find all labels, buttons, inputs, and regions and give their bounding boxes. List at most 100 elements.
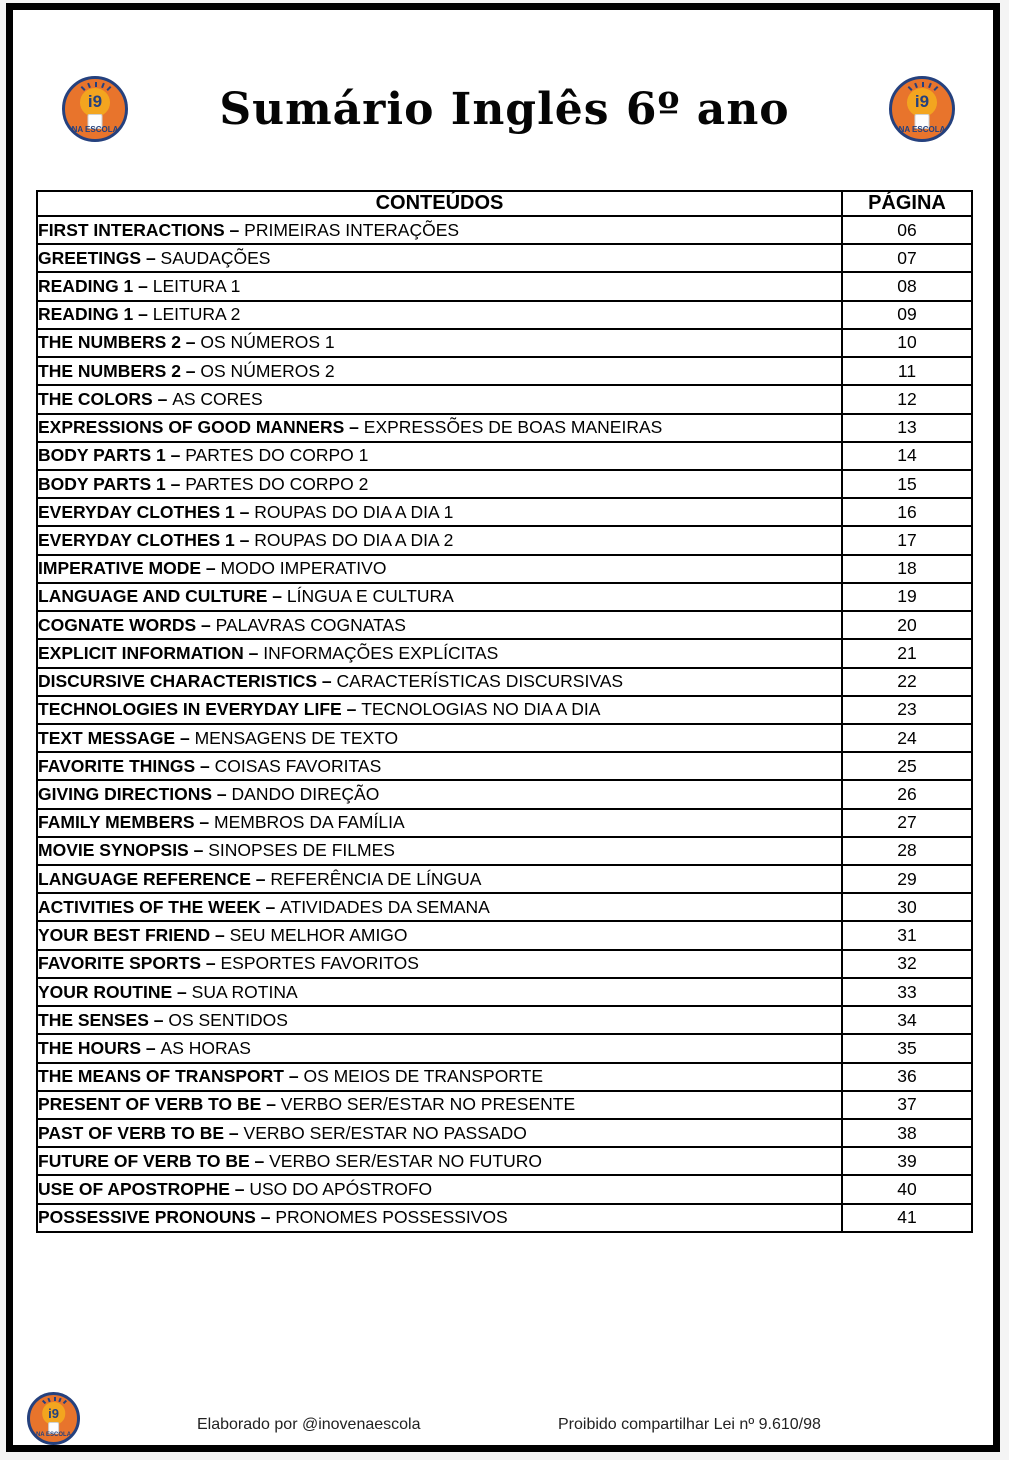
topic-separator: –	[212, 783, 232, 804]
page-number-cell: 31	[841, 920, 973, 951]
topic-separator: –	[172, 981, 192, 1002]
logo-sublabel: NA ESCOLA	[898, 124, 946, 134]
table-row: FAVORITE THINGS – COISAS FAVORITAS 25	[36, 751, 973, 782]
content-cell: FUTURE OF VERB TO BE – VERBO SER/ESTAR N…	[36, 1146, 843, 1177]
content-cell: MOVIE SYNOPSIS – SINOPSES DE FILMES	[36, 835, 843, 867]
page-number-cell: 38	[841, 1117, 973, 1149]
topic-english: FAMILY MEMBERS	[38, 812, 195, 833]
content-cell: THE COLORS – AS CORES	[36, 384, 843, 415]
topic-portuguese: MEMBROS DA FAMÍLIA	[214, 812, 405, 833]
page-number-cell: 13	[841, 412, 973, 443]
topic-portuguese: AS HORAS	[160, 1037, 251, 1058]
topic-separator: –	[194, 812, 215, 833]
topic-english: IMPERATIVE MODE	[38, 558, 202, 579]
page-number-cell: 41	[841, 1202, 973, 1234]
topic-portuguese: OS NÚMEROS 2	[200, 360, 335, 381]
page-number-cell: 19	[841, 581, 973, 613]
page-number-cell: 11	[841, 356, 973, 387]
page-number-cell: 16	[841, 497, 973, 528]
page-number-cell: 28	[841, 835, 973, 867]
table-row: FAVORITE SPORTS – ESPORTES FAVORITOS 32	[36, 948, 973, 979]
content-cell: ACTIVITIES OF THE WEEK – ATIVIDADES DA S…	[36, 892, 843, 923]
content-cell: FAVORITE SPORTS – ESPORTES FAVORITOS	[36, 948, 843, 979]
logo-ray-icon	[933, 85, 939, 91]
topic-english: PAST OF VERB TO BE	[38, 1122, 225, 1143]
content-cell: POSSESSIVE PRONOUNS – PRONOMES POSSESSIV…	[36, 1202, 843, 1234]
content-cell: FAVORITE THINGS – COISAS FAVORITAS	[36, 751, 843, 782]
table-row: BODY PARTS 1 – PARTES DO CORPO 2 15	[36, 468, 973, 500]
topic-portuguese: COISAS FAVORITAS	[214, 755, 382, 776]
topic-english: EXPLICIT INFORMATION	[38, 642, 244, 663]
page-number-cell: 08	[841, 271, 973, 302]
page-number-cell: 37	[841, 1089, 973, 1121]
topic-portuguese: OS NÚMEROS 1	[200, 332, 335, 353]
content-cell: YOUR ROUTINE – SUA ROTINA	[36, 976, 843, 1008]
content-cell: BODY PARTS 1 – PARTES DO CORPO 2	[36, 468, 843, 500]
content-cell: THE NUMBERS 2 – OS NÚMEROS 2	[36, 356, 843, 387]
topic-portuguese: AS CORES	[172, 388, 263, 409]
content-cell: IMPERATIVE MODE – MODO IMPERATIVO	[36, 553, 843, 584]
page-number-cell: 21	[841, 638, 973, 669]
topic-separator: –	[344, 417, 364, 438]
table-row: USE OF APOSTROPHE – USO DO APÓSTROFO 40	[36, 1174, 973, 1205]
content-cell: YOUR BEST FRIEND – SEU MELHOR AMIGO	[36, 920, 843, 951]
topic-portuguese: VERBO SER/ESTAR NO PASSADO	[243, 1122, 527, 1143]
topic-portuguese: REFERÊNCIA DE LÍNGUA	[270, 868, 482, 889]
topic-portuguese: CARACTERÍSTICAS DISCURSIVAS	[336, 671, 624, 692]
lightbulb-icon: i9	[41, 1402, 66, 1425]
column-header-contents: CONTEÚDOS	[36, 190, 843, 217]
table-row: POSSESSIVE PRONOUNS – PRONOMES POSSESSIV…	[36, 1202, 973, 1234]
page-number-cell: 39	[841, 1146, 973, 1177]
table-row: EVERYDAY CLOTHES 1 – ROUPAS DO DIA A DIA…	[36, 497, 973, 528]
topic-english: BODY PARTS 1	[38, 445, 166, 466]
topic-separator: –	[175, 727, 195, 748]
table-row: PRESENT OF VERB TO BE – VERBO SER/ESTAR …	[36, 1089, 973, 1121]
topic-separator: –	[317, 671, 337, 692]
topic-portuguese: ATIVIDADES DA SEMANA	[280, 896, 490, 917]
page-number-cell: 36	[841, 1061, 973, 1092]
table-row: FUTURE OF VERB TO BE – VERBO SER/ESTAR N…	[36, 1146, 973, 1177]
topic-english: THE NUMBERS 2	[38, 360, 181, 381]
table-row: MOVIE SYNOPSIS – SINOPSES DE FILMES 28	[36, 835, 973, 867]
lightbulb-icon: i9	[907, 88, 937, 117]
topic-english: MOVIE SYNOPSIS	[38, 840, 189, 861]
topic-english: LANGUAGE AND CULTURE	[38, 586, 268, 607]
topic-portuguese: EXPRESSÕES DE BOAS MANEIRAS	[363, 417, 663, 438]
topic-english: THE NUMBERS 2	[38, 332, 181, 353]
page-number-cell: 17	[841, 525, 973, 556]
school-logo-top-left: i9 NA ESCOLA	[62, 76, 128, 142]
topic-separator: –	[188, 840, 209, 861]
topic-separator: –	[224, 1122, 244, 1143]
topic-separator: –	[229, 1179, 250, 1200]
topic-separator: –	[224, 219, 245, 240]
page-number-cell: 23	[841, 694, 973, 725]
topic-english: LANGUAGE REFERENCE	[38, 868, 251, 889]
topic-separator: –	[267, 586, 287, 607]
table-row: COGNATE WORDS – PALAVRAS COGNATAS 20	[36, 610, 973, 641]
table-row: THE COLORS – AS CORES 12	[36, 384, 973, 415]
topic-portuguese: SUA ROTINA	[191, 981, 298, 1002]
table-row: LANGUAGE AND CULTURE – LÍNGUA E CULTURA …	[36, 581, 973, 613]
table-row: THE HOURS – AS HORAS 35	[36, 1033, 973, 1064]
content-cell: GIVING DIRECTIONS – DANDO DIREÇÃO	[36, 779, 843, 810]
topic-separator: –	[165, 473, 186, 494]
topic-portuguese: PRIMEIRAS INTERAÇÕES	[244, 219, 460, 240]
page-number-cell: 40	[841, 1174, 973, 1205]
page-number-cell: 14	[841, 440, 973, 471]
topic-portuguese: LEITURA 2	[152, 304, 241, 325]
topic-separator: –	[283, 1066, 304, 1087]
topic-english: READING 1	[38, 304, 134, 325]
page-number-cell: 09	[841, 299, 973, 330]
table-row: YOUR BEST FRIEND – SEU MELHOR AMIGO 31	[36, 920, 973, 951]
logo-ray-icon	[95, 82, 97, 87]
topic-english: THE MEANS OF TRANSPORT	[38, 1066, 284, 1087]
content-cell: GREETINGS – SAUDAÇÕES	[36, 243, 843, 274]
logo-ray-icon	[922, 82, 924, 87]
page-number-cell: 15	[841, 468, 973, 500]
topic-portuguese: MENSAGENS DE TEXTO	[194, 727, 399, 748]
page-number-cell: 18	[841, 553, 973, 584]
table-row: LANGUAGE REFERENCE – REFERÊNCIA DE LÍNGU…	[36, 864, 973, 895]
table-row: GREETINGS – SAUDAÇÕES 07	[36, 243, 973, 274]
content-cell: DISCURSIVE CHARACTERISTICS – CARACTERÍST…	[36, 666, 843, 697]
topic-separator: –	[141, 1037, 161, 1058]
